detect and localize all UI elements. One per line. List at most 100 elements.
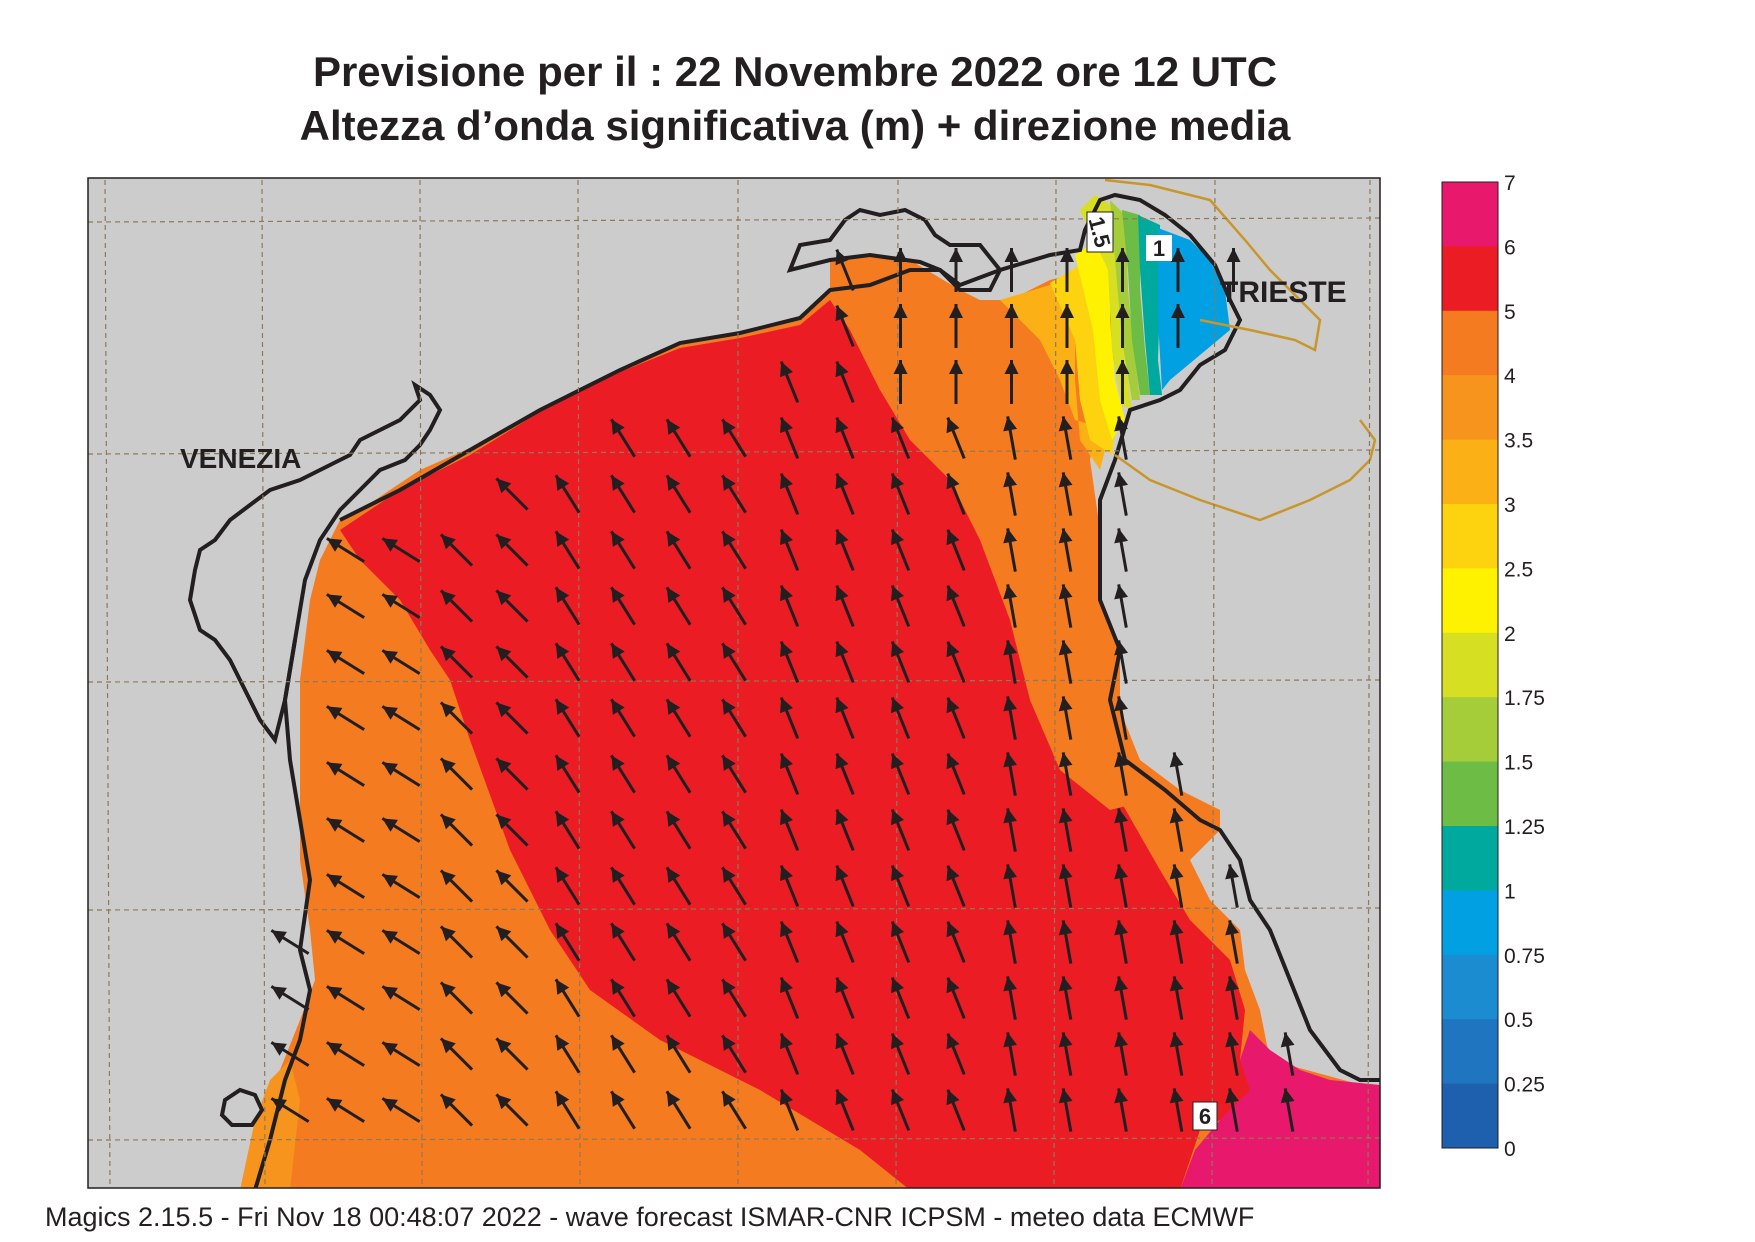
direction-arrow-head	[326, 874, 343, 888]
direction-arrow-head	[722, 1091, 736, 1107]
map-title: Previsione per il : 22 Novembre 2022 ore…	[312, 48, 1278, 95]
direction-arrow-head	[891, 641, 904, 658]
direction-arrow-head	[1114, 920, 1129, 936]
city-label-trieste: TRIESTE	[1220, 276, 1347, 309]
direction-arrow-head	[555, 699, 570, 715]
direction-arrow-head	[893, 360, 908, 374]
direction-arrow-head	[666, 699, 681, 715]
direction-arrow-head	[1115, 360, 1130, 374]
direction-arrow-head	[949, 360, 963, 374]
direction-arrow-head	[722, 699, 736, 715]
direction-arrow-head	[1058, 416, 1073, 432]
direction-arrow-head	[611, 811, 625, 827]
direction-arrow-head	[946, 753, 960, 770]
direction-arrow-head	[666, 811, 681, 827]
legend-swatch	[1442, 182, 1498, 247]
direction-arrow-head	[1058, 1032, 1073, 1048]
direction-arrow-head	[611, 1091, 625, 1107]
direction-arrow-head	[666, 1035, 681, 1051]
direction-arrow-head	[1225, 1032, 1240, 1048]
direction-arrow-head	[326, 538, 343, 552]
legend-swatch	[1442, 439, 1498, 505]
direction-arrow-head	[1280, 1088, 1295, 1104]
legend-tick-label: 0.5	[1504, 1009, 1533, 1032]
direction-arrow-head	[326, 762, 343, 776]
direction-arrow-head	[271, 1042, 287, 1056]
direction-arrow-head	[1060, 360, 1074, 374]
direction-arrow-head	[496, 758, 512, 774]
direction-arrow-head	[835, 921, 849, 938]
direction-arrow-head	[496, 478, 512, 494]
legend-tick-label: 1	[1504, 880, 1516, 903]
direction-arrow-head	[1115, 304, 1130, 318]
direction-arrow-head	[382, 706, 398, 720]
direction-arrow-head	[1060, 248, 1074, 262]
direction-arrow-head	[1058, 640, 1073, 656]
city-label-venezia: VENEZIA	[180, 443, 301, 474]
border-line	[1104, 178, 1322, 352]
direction-arrow-head	[835, 1089, 849, 1106]
direction-arrow-head	[946, 585, 960, 602]
contour-label-1.5: 1.5	[1083, 211, 1116, 253]
direction-arrow-head	[666, 867, 681, 883]
direction-arrow-head	[1058, 976, 1073, 992]
legend-swatch	[1442, 826, 1498, 891]
direction-arrow-head	[722, 811, 736, 827]
direction-arrow-head	[835, 641, 849, 658]
direction-arrow-head	[946, 1089, 960, 1106]
direction-arrow-head	[780, 921, 793, 938]
direction-arrow-head	[780, 641, 793, 658]
map-subtitle: Altezza d’onda significativa (m) + direz…	[299, 102, 1291, 149]
direction-arrow-head	[1114, 752, 1129, 768]
direction-arrow-head	[326, 1098, 343, 1112]
legend-tick-label: 1.75	[1504, 687, 1545, 710]
direction-arrow-head	[835, 977, 849, 994]
direction-arrow-head	[835, 249, 849, 266]
direction-arrow-head	[382, 1042, 398, 1056]
sea-1.75-zone	[1080, 195, 1132, 410]
sea-red-zone	[340, 300, 1260, 1188]
direction-arrow-head	[271, 930, 287, 944]
direction-arrow-head	[780, 697, 793, 714]
direction-arrow-head	[891, 977, 904, 994]
legend-tick-label: 2.5	[1504, 558, 1533, 581]
legend-swatch	[1442, 375, 1498, 441]
direction-arrow-head	[1114, 584, 1129, 600]
direction-arrow-head	[1060, 304, 1074, 318]
direction-arrow-head	[835, 305, 849, 322]
contour-label-1: 1	[1146, 235, 1172, 261]
direction-arrow-head	[326, 930, 343, 944]
direction-arrow-head	[440, 646, 456, 662]
direction-arrow-head	[496, 1038, 512, 1054]
direction-arrow-head	[1058, 864, 1073, 880]
direction-arrow-head	[1226, 248, 1241, 262]
direction-arrow-head	[611, 587, 625, 603]
direction-arrow-head	[1114, 640, 1129, 656]
direction-arrow-head	[1225, 1088, 1240, 1104]
direction-arrow-head	[496, 926, 512, 942]
direction-arrow-head	[440, 870, 456, 886]
direction-arrow-head	[666, 475, 681, 491]
direction-arrow-head	[611, 531, 625, 547]
direction-arrow-head	[1003, 528, 1018, 544]
direction-arrow-head	[1169, 808, 1184, 824]
legend-tick-label: 6	[1504, 236, 1516, 259]
direction-arrow-head	[780, 1089, 793, 1106]
direction-arrow-head	[1003, 1088, 1018, 1104]
direction-arrow-head	[1003, 584, 1018, 600]
direction-arrow-head	[891, 865, 904, 882]
direction-arrow-head	[666, 643, 681, 659]
direction-arrow-head	[1115, 248, 1130, 262]
legend-swatch	[1442, 504, 1498, 569]
direction-arrow-head	[555, 867, 570, 883]
legend-tick-label: 0	[1504, 1138, 1516, 1161]
legend-tick-label: 4	[1504, 365, 1516, 388]
sea-lightorange-zone	[240, 1060, 300, 1188]
sea-1.5-zone	[1110, 200, 1140, 400]
legend-tick-label: 5	[1504, 301, 1516, 324]
direction-arrow-head	[440, 758, 456, 774]
direction-arrow-head	[611, 475, 625, 491]
direction-arrow-head	[611, 867, 625, 883]
direction-arrow-head	[611, 979, 625, 995]
direction-arrow-head	[1003, 696, 1018, 712]
